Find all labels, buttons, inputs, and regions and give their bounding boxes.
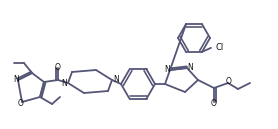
Text: O: O	[18, 99, 24, 107]
Text: N: N	[187, 62, 193, 71]
Text: O: O	[226, 78, 232, 87]
Text: N: N	[113, 75, 119, 84]
Text: N: N	[13, 75, 19, 84]
Text: Cl: Cl	[216, 43, 224, 52]
Text: O: O	[211, 99, 217, 108]
Text: N: N	[61, 79, 67, 87]
Text: N: N	[164, 64, 170, 74]
Text: O: O	[55, 62, 61, 71]
